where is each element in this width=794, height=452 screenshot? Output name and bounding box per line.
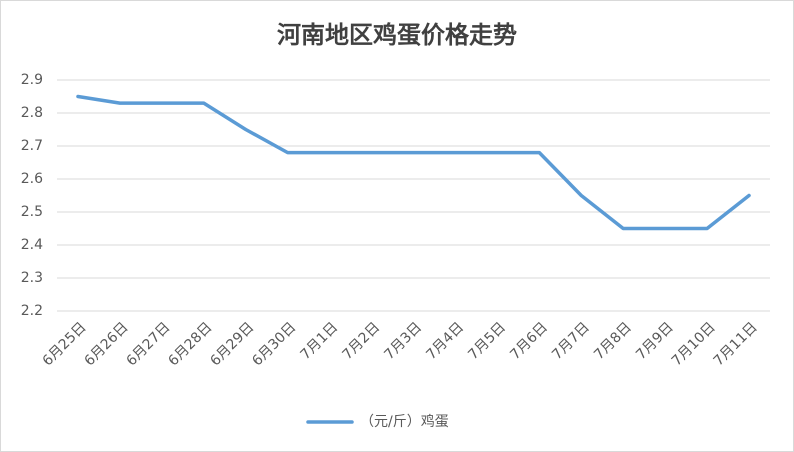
y-tick-label: 2.2 — [21, 303, 43, 319]
y-tick-label: 2.5 — [21, 204, 43, 220]
chart-title: 河南地区鸡蛋价格走势 — [277, 21, 517, 49]
y-tick-label: 2.4 — [21, 237, 43, 253]
line-series — [76, 94, 751, 231]
y-tick-label: 2.6 — [21, 171, 43, 187]
legend-label: （元/斤）鸡蛋 — [360, 413, 449, 430]
y-tick-label: 2.7 — [21, 138, 43, 154]
y-tick-label: 2.8 — [21, 105, 43, 121]
y-tick-label: 2.9 — [21, 72, 43, 88]
y-tick-label: 2.3 — [21, 270, 43, 286]
